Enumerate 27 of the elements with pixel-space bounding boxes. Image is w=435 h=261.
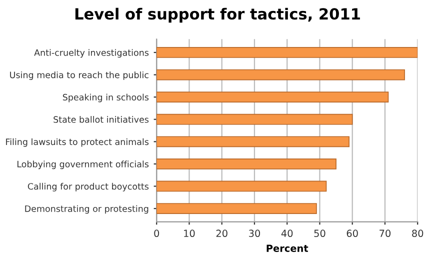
x-axis-title: Percent xyxy=(266,244,308,252)
bar xyxy=(156,114,353,125)
bar xyxy=(156,136,350,148)
x-tick-label: 20 xyxy=(216,230,228,238)
x-tick-label: 70 xyxy=(380,230,391,238)
bar xyxy=(156,158,336,170)
x-tick-label: 10 xyxy=(184,230,195,238)
y-tick-label: Filing lawsuits to protect animals xyxy=(6,138,149,147)
x-tick-label: 50 xyxy=(314,230,326,238)
x-tick-label: 40 xyxy=(281,230,293,238)
x-tick-label: 30 xyxy=(249,230,260,238)
bar xyxy=(156,92,389,102)
x-tick-label: 0 xyxy=(154,230,160,238)
bar xyxy=(156,180,327,192)
y-tick-label: Demonstrating or protesting xyxy=(25,205,148,214)
chart-title: Level of support for tactics, 2011 xyxy=(75,8,360,23)
y-tick-label: State ballot initiatives xyxy=(54,116,149,123)
y-tick-label: Anti-cruelty investigations xyxy=(34,49,149,58)
bar xyxy=(156,69,405,80)
y-tick-label: Using media to reach the public xyxy=(10,71,148,80)
y-tick-label: Lobbying government officials xyxy=(17,160,149,170)
x-tick-label: 80 xyxy=(412,230,424,238)
x-tick-label: 60 xyxy=(346,230,358,238)
y-tick-label: Calling for product boycotts xyxy=(28,182,149,192)
bar xyxy=(156,47,418,58)
bar xyxy=(156,203,317,214)
y-tick-label: Speaking in schools xyxy=(62,94,149,102)
